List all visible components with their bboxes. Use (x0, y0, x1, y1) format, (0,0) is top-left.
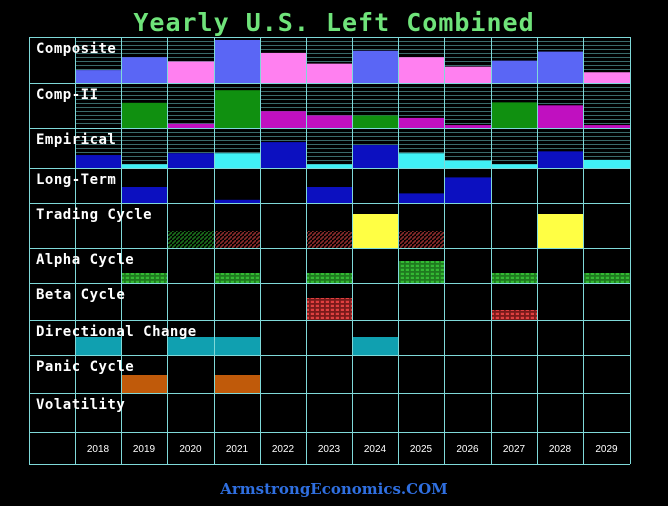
composite-mark-2022 (261, 52, 306, 83)
panic-cycle-mark-2021 (215, 375, 260, 393)
alpha-cycle-mark-2019 (122, 273, 167, 283)
empirical-mark-2027 (492, 164, 537, 168)
trading-cycle-mark-2021 (215, 231, 260, 248)
trading-cycle-mark-2020 (168, 231, 214, 248)
alpha-cycle-mark-2023 (307, 273, 352, 283)
trading-cycle-mark-2024 (353, 214, 398, 248)
directional-change-mark-2021 (215, 337, 260, 355)
row-label-directional-change: Directional Change (36, 324, 197, 340)
empirical-mark-2029 (584, 159, 630, 168)
comp-ii-mark-2027 (492, 102, 537, 128)
row-label-long-term: Long-Term (36, 172, 116, 188)
comp-ii-mark-2026 (445, 125, 491, 128)
comp-ii-mark-2029 (584, 125, 630, 128)
comp-ii-mark-2019 (122, 102, 167, 128)
composite-mark-2028 (538, 51, 583, 83)
row-label-comp-ii: Comp-II (36, 87, 99, 103)
trading-cycle-mark-2025 (399, 231, 444, 248)
composite-mark-2018 (76, 70, 121, 83)
grid (29, 37, 631, 465)
directional-change-mark-2018 (76, 337, 121, 355)
long-term-mark-2021 (215, 199, 260, 203)
comp-ii-mark-2022 (261, 111, 306, 128)
empirical-mark-2025 (399, 153, 444, 168)
composite-mark-2024 (353, 50, 398, 83)
directional-change-mark-2024 (353, 337, 398, 355)
composite-mark-2027 (492, 60, 537, 83)
comp-ii-mark-2023 (307, 115, 352, 128)
year-label-2023: 2023 (318, 444, 341, 455)
chart-title: Yearly U.S. Left Combined (133, 8, 535, 37)
beta-cycle-mark-2027 (492, 310, 537, 320)
year-label-2019: 2019 (133, 444, 156, 455)
composite-mark-2025 (399, 57, 444, 83)
alpha-cycle-mark-2021 (215, 273, 260, 283)
composite-mark-2026 (445, 66, 491, 83)
trading-cycle-mark-2028 (538, 214, 583, 248)
empirical-mark-2028 (538, 151, 583, 168)
chart-labels: Composite Comp-II Empirical Long-Term Tradin… (36, 41, 618, 455)
row-label-composite: Composite (36, 41, 116, 57)
row-label-alpha-cycle: Alpha Cycle (36, 252, 134, 268)
long-term-mark-2019 (122, 187, 167, 203)
year-label-2020: 2020 (179, 444, 202, 455)
empirical-mark-2021 (215, 153, 260, 168)
comp-ii-mark-2028 (538, 105, 583, 128)
year-label-2018: 2018 (87, 444, 110, 455)
source-footer: ArmstrongEconomics.COM (220, 480, 448, 498)
composite-mark-2029 (584, 72, 630, 83)
year-label-2026: 2026 (456, 444, 479, 455)
row-label-panic-cycle: Panic Cycle (36, 359, 134, 375)
empirical-mark-2024 (353, 145, 398, 168)
row-label-trading-cycle: Trading Cycle (36, 207, 152, 223)
comp-ii-mark-2020 (168, 123, 214, 128)
empirical-mark-2019 (122, 164, 167, 168)
year-label-2027: 2027 (503, 444, 526, 455)
composite-mark-2020 (168, 61, 214, 83)
year-label-2024: 2024 (364, 444, 387, 455)
year-label-2021: 2021 (226, 444, 249, 455)
chart-marks (76, 40, 630, 393)
row-label-beta-cycle: Beta Cycle (36, 287, 125, 303)
composite-mark-2023 (307, 63, 352, 83)
year-label-2028: 2028 (549, 444, 572, 455)
year-label-2022: 2022 (272, 444, 295, 455)
alpha-cycle-mark-2027 (492, 273, 537, 283)
beta-cycle-mark-2023 (307, 298, 352, 320)
row-label-empirical: Empirical (36, 132, 116, 148)
alpha-cycle-mark-2025 (399, 261, 444, 283)
composite-mark-2019 (122, 57, 167, 83)
empirical-mark-2018 (76, 155, 121, 168)
empirical-mark-2023 (307, 164, 352, 168)
comp-ii-mark-2024 (353, 115, 398, 128)
long-term-mark-2023 (307, 187, 352, 203)
empirical-mark-2022 (261, 142, 306, 168)
comp-ii-mark-2021 (215, 90, 260, 128)
trading-cycle-mark-2023 (307, 231, 352, 248)
composite-mark-2021 (215, 40, 260, 83)
alpha-cycle-mark-2029 (584, 273, 630, 283)
long-term-mark-2026 (445, 177, 491, 203)
empirical-mark-2026 (445, 160, 491, 168)
panic-cycle-mark-2019 (122, 375, 167, 393)
year-label-2029: 2029 (595, 444, 618, 455)
year-label-2025: 2025 (410, 444, 433, 455)
empirical-mark-2020 (168, 153, 214, 168)
directional-change-mark-2020 (168, 337, 214, 355)
comp-ii-mark-2025 (399, 117, 444, 128)
row-label-volatility: Volatility (36, 397, 125, 413)
long-term-mark-2025 (399, 193, 444, 203)
